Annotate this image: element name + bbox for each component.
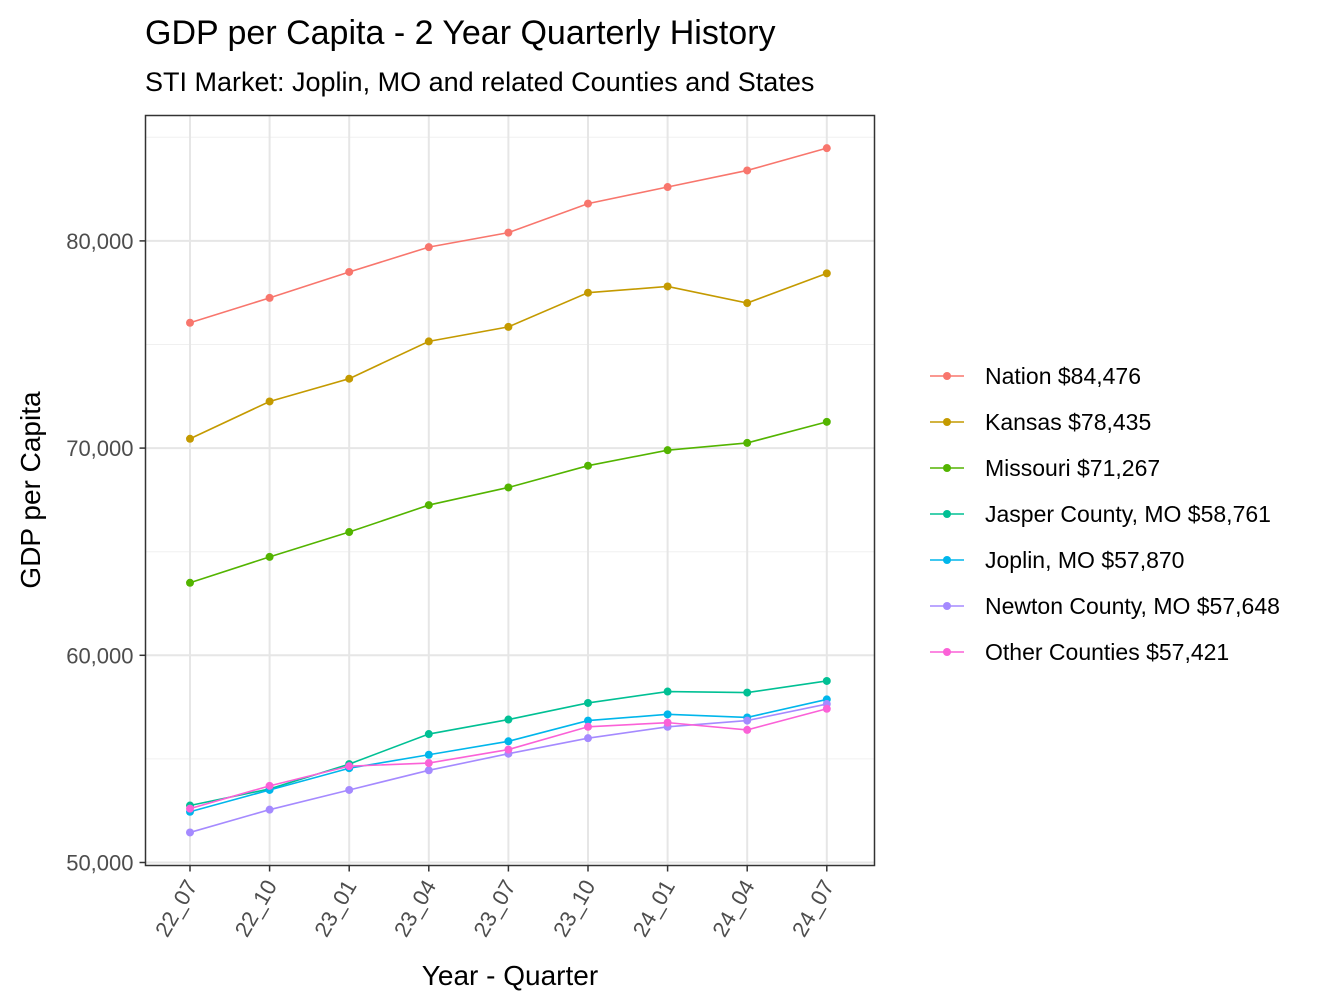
grid-lines bbox=[145, 115, 875, 866]
data-point bbox=[743, 725, 752, 734]
data-point bbox=[265, 293, 274, 302]
data-point bbox=[584, 698, 592, 707]
data-point bbox=[822, 676, 831, 685]
x-axis-title: Year - Quarter bbox=[422, 960, 598, 991]
legend-item: Nation $84,476 bbox=[930, 363, 1141, 389]
data-point bbox=[504, 737, 513, 746]
data-point bbox=[743, 299, 752, 308]
x-tick-label: 23_07 bbox=[468, 876, 520, 941]
legend-key-point bbox=[943, 556, 951, 564]
data-point bbox=[584, 734, 592, 743]
data-point bbox=[345, 762, 354, 771]
legend-key-point bbox=[943, 648, 951, 656]
legend-key-point bbox=[943, 464, 951, 472]
data-point bbox=[584, 722, 592, 731]
data-point bbox=[345, 374, 354, 383]
legend-item: Newton County, MO $57,648 bbox=[930, 593, 1280, 619]
series-1 bbox=[186, 269, 831, 443]
data-point bbox=[424, 766, 433, 775]
data-point bbox=[424, 759, 433, 768]
data-point bbox=[743, 438, 752, 447]
data-point bbox=[663, 687, 672, 696]
x-tick-label: 23_01 bbox=[309, 876, 361, 941]
legend-label: Nation $84,476 bbox=[985, 363, 1141, 389]
series-6 bbox=[186, 704, 831, 813]
data-point bbox=[265, 781, 274, 790]
data-point bbox=[584, 461, 592, 470]
x-tick-label: 22_10 bbox=[230, 876, 282, 941]
data-point bbox=[663, 718, 672, 727]
chart-title: GDP per Capita - 2 Year Quarterly Histor… bbox=[145, 14, 776, 52]
data-point bbox=[504, 715, 513, 724]
data-point bbox=[663, 282, 672, 291]
legend-item: Other Counties $57,421 bbox=[930, 639, 1229, 665]
series-lines bbox=[186, 144, 831, 837]
data-point bbox=[743, 716, 752, 725]
plot-border bbox=[144, 114, 876, 867]
data-point bbox=[504, 228, 513, 237]
data-point bbox=[743, 688, 752, 697]
series-2 bbox=[186, 417, 831, 587]
y-tick-label: 50,000 bbox=[66, 851, 133, 876]
legend-label: Joplin, MO $57,870 bbox=[985, 547, 1184, 573]
data-point bbox=[265, 552, 274, 561]
legend-label: Missouri $71,267 bbox=[985, 455, 1160, 481]
data-point bbox=[584, 199, 592, 208]
data-point bbox=[265, 397, 274, 406]
legend-item: Jasper County, MO $58,761 bbox=[930, 501, 1271, 527]
legend-key-point bbox=[943, 418, 951, 426]
data-point bbox=[663, 710, 672, 719]
y-axis-title: GDP per Capita bbox=[15, 391, 46, 589]
y-tick-label: 60,000 bbox=[66, 643, 133, 668]
data-point bbox=[822, 417, 831, 426]
data-point bbox=[663, 446, 672, 455]
x-tick-label: 24_07 bbox=[787, 876, 839, 941]
data-point bbox=[424, 501, 433, 510]
data-point bbox=[504, 322, 513, 331]
data-point bbox=[663, 183, 672, 192]
legend-label: Other Counties $57,421 bbox=[985, 639, 1229, 665]
data-point bbox=[504, 483, 513, 492]
legend-item: Missouri $71,267 bbox=[930, 455, 1160, 481]
data-point bbox=[584, 288, 592, 297]
data-point bbox=[345, 267, 354, 276]
y-tick-label: 80,000 bbox=[66, 229, 133, 254]
data-point bbox=[186, 434, 194, 443]
data-point bbox=[424, 243, 433, 252]
data-point bbox=[265, 805, 274, 814]
data-point bbox=[822, 269, 831, 278]
y-tick-label: 70,000 bbox=[66, 436, 133, 461]
legend-key-point bbox=[943, 372, 951, 380]
data-point bbox=[186, 828, 194, 837]
data-point bbox=[186, 578, 194, 587]
legend-item: Joplin, MO $57,870 bbox=[930, 547, 1184, 573]
legend-label: Kansas $78,435 bbox=[985, 409, 1151, 435]
data-point bbox=[584, 716, 592, 725]
legend-item: Kansas $78,435 bbox=[930, 409, 1151, 435]
x-tick-label: 24_04 bbox=[707, 876, 759, 941]
data-point bbox=[743, 166, 752, 175]
x-tick-label: 23_04 bbox=[389, 876, 441, 941]
x-tick-label: 23_10 bbox=[548, 876, 600, 941]
legend-key-point bbox=[943, 602, 951, 610]
data-point bbox=[424, 337, 433, 346]
legend-key-point bbox=[943, 510, 951, 518]
legend-label: Newton County, MO $57,648 bbox=[985, 593, 1280, 619]
data-point bbox=[186, 804, 194, 813]
data-point bbox=[822, 144, 831, 153]
data-point bbox=[504, 745, 513, 754]
x-tick-label: 24_01 bbox=[628, 876, 680, 941]
data-point bbox=[186, 318, 194, 327]
data-point bbox=[345, 528, 354, 537]
legend-label: Jasper County, MO $58,761 bbox=[985, 501, 1271, 527]
data-point bbox=[424, 750, 433, 759]
series-0 bbox=[186, 144, 831, 327]
x-tick-label: 22_07 bbox=[150, 876, 202, 941]
chart-subtitle: STI Market: Joplin, MO and related Count… bbox=[145, 67, 814, 97]
data-point bbox=[345, 785, 354, 794]
data-point bbox=[424, 730, 433, 739]
data-point bbox=[822, 704, 831, 713]
legend: Nation $84,476 Kansas $78,435 Missouri $71… bbox=[930, 363, 1280, 665]
